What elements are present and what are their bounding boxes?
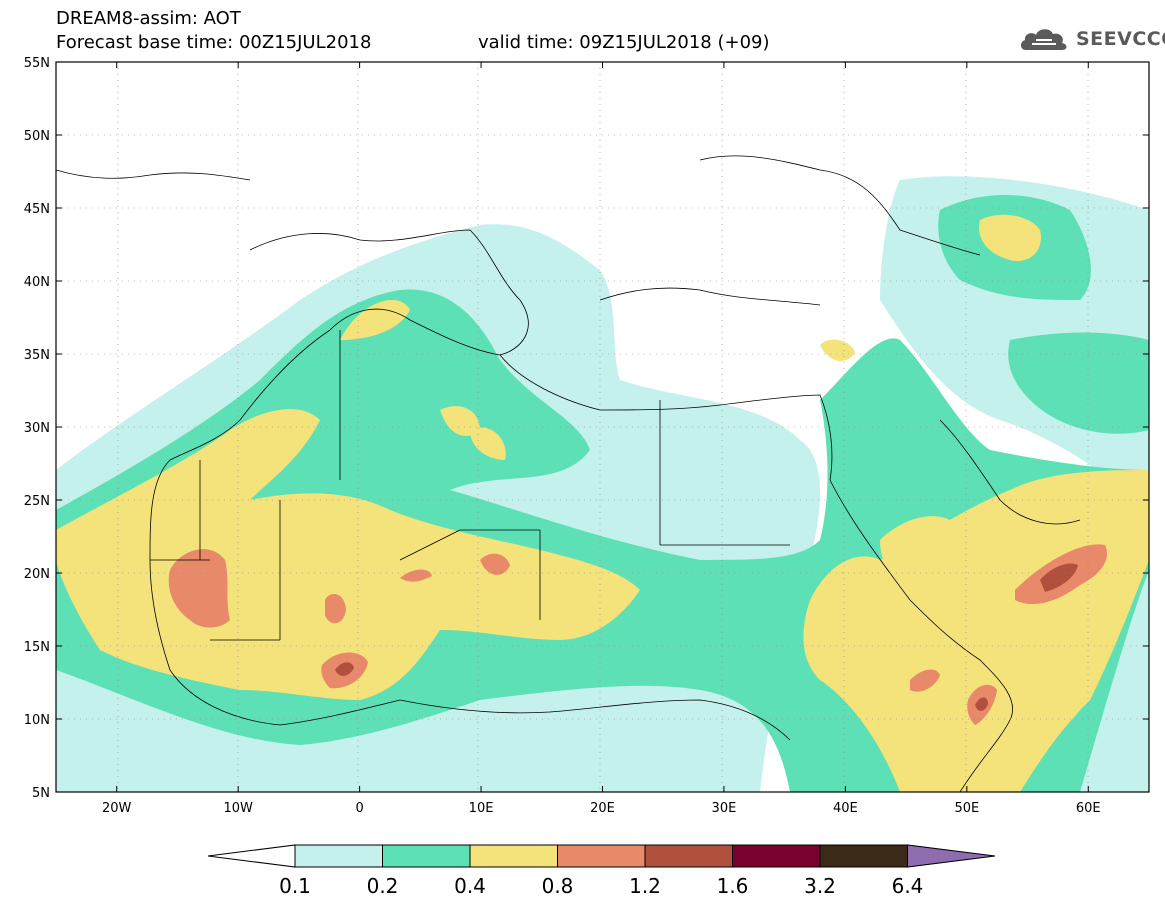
colorbar-swatch — [294, 844, 383, 868]
aot-field-0.4-algeria — [340, 300, 410, 340]
colorbar-swatch — [732, 844, 821, 868]
lat-label: 50N — [24, 129, 50, 144]
axis-ticks — [56, 61, 1149, 793]
lon-label: 10E — [469, 801, 494, 816]
colorbar-over-arrow — [907, 844, 996, 868]
colorbar-label: 1.2 — [629, 874, 661, 898]
colorbar-swatch — [819, 844, 908, 868]
aot-field-0.8-niger — [400, 569, 432, 582]
lat-label: 45N — [24, 202, 50, 217]
aot-field-0.2-iran — [1008, 332, 1149, 434]
aot-field-0.1-east — [880, 176, 1149, 792]
lat-label: 35N — [24, 348, 50, 363]
colorbar-label: 3.2 — [804, 874, 836, 898]
chart-title: DREAM8-assim: AOT — [56, 8, 241, 29]
colorbar-label: 1.6 — [717, 874, 749, 898]
aot-field-0.8-yemen — [910, 669, 940, 692]
aot-field-0.8-mali — [325, 594, 346, 624]
aot-field-1.2 — [1040, 563, 1078, 592]
seevccc-logo: SEEVCCC — [1018, 24, 1165, 54]
logo-text: SEEVCCC — [1076, 28, 1165, 50]
lat-label: 25N — [24, 494, 50, 509]
aot-field-0.4-arabia — [880, 516, 954, 583]
colorbar-label: 0.8 — [542, 874, 574, 898]
colorbar-label: 6.4 — [892, 874, 924, 898]
longitude-labels: 20W 10W 0 10E 20E 30E 40E 50E 60E — [102, 801, 1101, 816]
valid-time: valid time: 09Z15JUL2018 (+09) — [478, 32, 770, 53]
lat-label: 30N — [24, 421, 50, 436]
aot-fields — [56, 176, 1149, 792]
lat-label: 20N — [24, 567, 50, 582]
aot-field-1.2-somalia — [975, 697, 988, 711]
aot-field-0.4-caspian — [979, 214, 1041, 261]
latitude-labels: 55N 50N 45N 40N 35N 30N 25N 20N 15N 10N 5N — [24, 56, 50, 801]
forecast-base-time: Forecast base time: 00Z15JUL2018 — [56, 32, 372, 53]
lat-label: 15N — [24, 640, 50, 655]
aot-field-0.8 — [168, 549, 230, 628]
grid — [56, 62, 1149, 792]
aot-field-0.4-iraq — [820, 339, 855, 361]
coastlines — [56, 155, 1081, 792]
aot-field-0.4-horn — [803, 470, 1149, 792]
lat-label: 55N — [24, 56, 50, 71]
colorbar-label: 0.2 — [367, 874, 399, 898]
lon-label: 20W — [102, 801, 132, 816]
aot-field-0.4-libya — [440, 406, 506, 460]
lat-label: 10N — [24, 713, 50, 728]
lon-label: 10W — [223, 801, 253, 816]
lon-label: 60E — [1076, 801, 1101, 816]
cloud-icon — [1020, 29, 1067, 50]
lon-label: 30E — [712, 801, 737, 816]
aot-field-0.4 — [56, 409, 640, 700]
colorbar-label: 0.1 — [279, 874, 311, 898]
colorbar-swatch — [644, 844, 733, 868]
lon-label: 40E — [833, 801, 858, 816]
colorbar-swatch — [382, 844, 471, 868]
aot-field-1.2-burkina — [335, 662, 354, 676]
lon-label: 50E — [954, 801, 979, 816]
colorbar-under-arrow — [207, 844, 296, 868]
lat-label: 5N — [32, 786, 50, 801]
lat-label: 40N — [24, 275, 50, 290]
lon-label: 0 — [355, 801, 363, 816]
colorbar-swatch — [557, 844, 646, 868]
colorbar-label: 0.4 — [454, 874, 486, 898]
aot-field-0.8-chad — [480, 553, 510, 575]
lon-label: 20E — [590, 801, 615, 816]
colorbar-swatch — [469, 844, 558, 868]
